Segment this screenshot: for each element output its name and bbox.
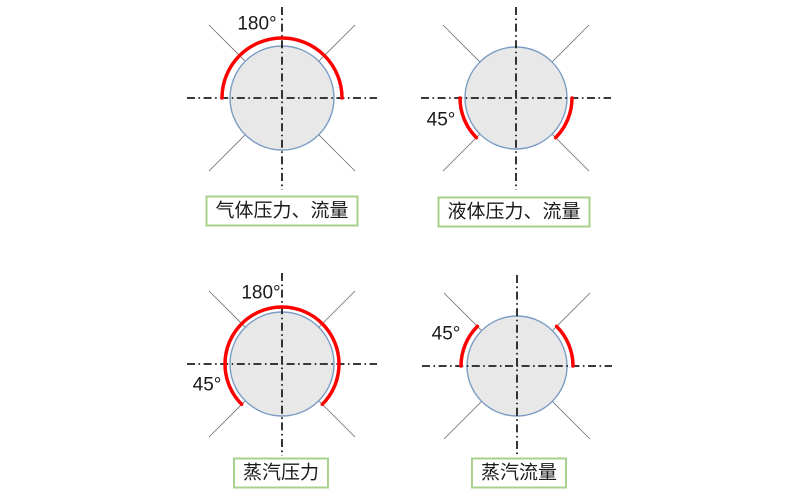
caption-liquid-pressure-flow: 液体压力、流量: [437, 196, 591, 228]
angle-range-arc: [220, 36, 344, 100]
angle-range-arc: [553, 96, 574, 140]
diagram-steam-flow: [422, 275, 612, 458]
diagram-gas-pressure-flow: [187, 7, 377, 190]
diagram-steam-pressure: [187, 273, 377, 456]
caption-steam-flow: 蒸汽流量: [470, 457, 568, 489]
angle-range-arc: [458, 96, 479, 140]
angle-range-arc: [554, 324, 575, 368]
caption-steam-pressure: 蒸汽压力: [232, 457, 330, 489]
caption-gas-pressure-flow: 气体压力、流量: [205, 195, 359, 227]
angle-label: 45°: [431, 323, 461, 345]
angle-label: 180°: [237, 13, 277, 35]
diagram-liquid-pressure-flow: [421, 7, 611, 190]
angle-range-arc: [459, 324, 480, 368]
angle-range-arc: [223, 305, 341, 407]
angle-label: 45°: [192, 374, 222, 396]
angle-label: 45°: [426, 109, 456, 131]
angle-label: 180°: [241, 282, 281, 304]
